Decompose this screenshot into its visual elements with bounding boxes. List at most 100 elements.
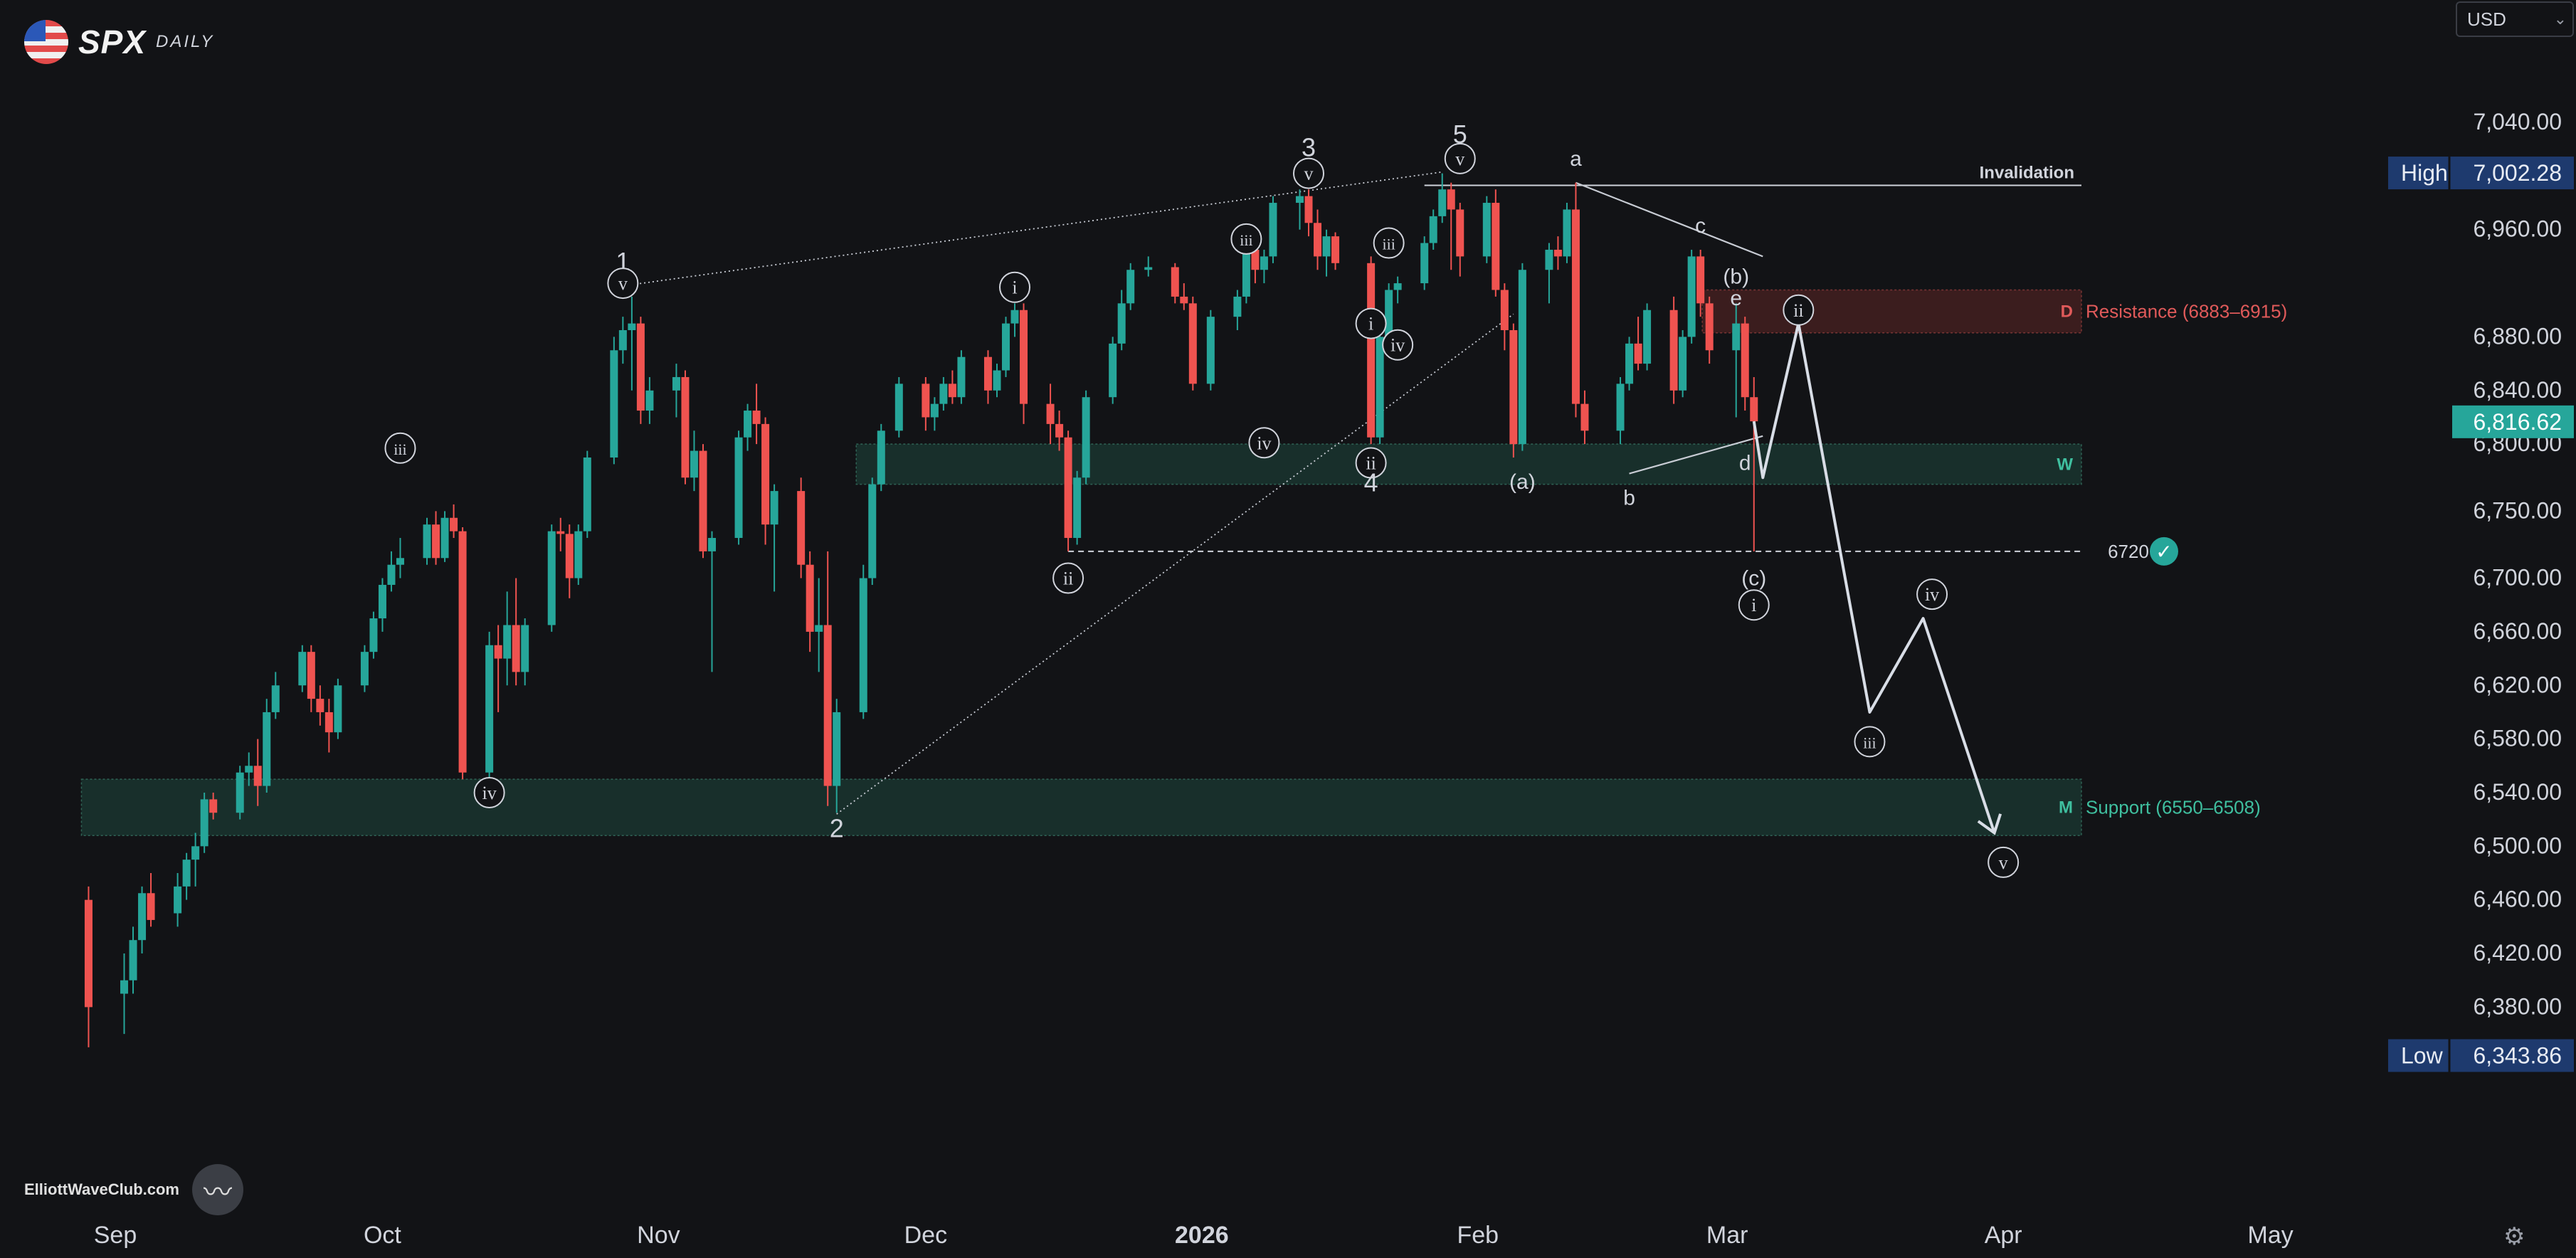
candle-body <box>512 625 520 672</box>
wave-label: a <box>1570 147 1582 171</box>
candle-body <box>1456 209 1464 257</box>
wave-label: v <box>618 273 628 294</box>
candle-body <box>138 893 147 941</box>
high-price-box <box>2388 157 2574 190</box>
candle-body <box>1188 303 1197 384</box>
y-tick-label: 6,620.00 <box>2473 672 2562 697</box>
x-tick-label: Feb <box>1457 1222 1499 1249</box>
candle-body <box>681 376 690 478</box>
candle-body <box>930 403 939 418</box>
candle-body <box>1010 310 1019 324</box>
candle-body <box>1180 296 1188 304</box>
candle-body <box>1438 189 1447 216</box>
candle-body <box>1625 343 1634 384</box>
candle-body <box>690 450 698 478</box>
candle-body <box>236 772 244 813</box>
candle-body <box>1126 270 1135 304</box>
candle-body <box>1563 209 1571 257</box>
wave-label-circle <box>1230 223 1262 255</box>
candle-body <box>583 457 591 532</box>
candle-body <box>360 652 369 686</box>
candle-body <box>1055 423 1064 438</box>
candle-body <box>120 980 129 994</box>
candle-body <box>432 524 440 559</box>
candle-body <box>547 531 556 625</box>
wave-label-circle <box>1738 589 1770 621</box>
wave-label: iv <box>1390 335 1405 356</box>
candle-body <box>378 584 386 619</box>
currency-label: USD <box>2467 9 2506 30</box>
candle-body <box>877 430 885 485</box>
candle-body <box>993 370 1001 391</box>
low-price-label: Low <box>2401 1042 2444 1068</box>
wave-label-circle <box>1854 726 1886 758</box>
candle-body <box>797 491 806 565</box>
settings-gear-icon[interactable]: ⚙ <box>2503 1223 2525 1250</box>
candle-body <box>245 766 253 773</box>
wave-label-circle <box>1248 427 1280 459</box>
wave-label-circle <box>1293 157 1325 189</box>
candle-body <box>84 899 93 1008</box>
wave-label: iii <box>1382 236 1395 253</box>
y-tick-label: 6,420.00 <box>2473 940 2562 966</box>
candle-body <box>253 766 262 786</box>
y-tick-label: 6,460.00 <box>2473 887 2562 912</box>
zone-2 <box>80 778 2082 836</box>
candle-body <box>298 652 307 686</box>
y-tick-label: 7,040.00 <box>2473 109 2562 134</box>
y-tick-label: 6,880.00 <box>2473 323 2562 349</box>
currency-select[interactable]: USD ⌄ <box>2456 1 2574 37</box>
zone-label-0: Resistance (6883–6915) <box>2086 301 2287 322</box>
trendline-1 <box>836 313 1514 815</box>
candle-body <box>1482 203 1491 257</box>
candle-body <box>752 411 761 424</box>
wave-label-circle <box>1783 294 1815 326</box>
y-tick-label: 6,660.00 <box>2473 618 2562 644</box>
candle-body <box>1367 263 1376 438</box>
check-badge-icon <box>2150 536 2178 566</box>
low-price-box <box>2388 1039 2574 1072</box>
candle-body <box>1634 343 1642 364</box>
candle-body <box>1073 477 1082 539</box>
wave-label: v <box>1455 149 1464 169</box>
high-price-label: High <box>2401 160 2448 186</box>
wave-label: c <box>1695 214 1706 238</box>
candle-body <box>1616 384 1625 431</box>
candle-body <box>200 799 208 847</box>
x-tick-label: Apr <box>1985 1222 2022 1249</box>
projection-path <box>1752 322 1996 834</box>
candle-body <box>1545 249 1553 270</box>
y-tick-label: 6,540.00 <box>2473 779 2562 805</box>
candle-body <box>1046 403 1055 424</box>
candle-body <box>806 564 814 632</box>
wave-label: iii <box>1240 231 1252 249</box>
wave-label: 4 <box>1364 468 1378 497</box>
x-tick-label: May <box>2248 1222 2293 1249</box>
candle-body <box>174 886 182 914</box>
candle-body <box>983 356 992 391</box>
candle-body <box>1206 317 1215 384</box>
candle-body <box>1500 290 1509 331</box>
candle-body <box>209 799 218 813</box>
wave-label-circle <box>473 776 505 808</box>
wave-label: iv <box>1257 433 1271 453</box>
high-price-value: 7,002.28 <box>2473 160 2562 186</box>
wave-label: (b) <box>1723 265 1749 289</box>
candle-body <box>1269 203 1277 257</box>
candle-body <box>450 517 458 532</box>
candle-body <box>636 323 645 411</box>
candle-body <box>628 323 636 331</box>
candle-body <box>1509 330 1518 445</box>
candle-body <box>823 625 832 786</box>
last-price-value: 6,816.62 <box>2473 409 2562 435</box>
candle-body <box>1064 437 1072 539</box>
projection-arrowhead <box>1977 813 2002 835</box>
candle-body <box>939 384 948 404</box>
candle-body <box>1518 270 1526 445</box>
candle-body <box>815 625 823 632</box>
candle-body <box>263 712 271 786</box>
candle-body <box>324 712 333 733</box>
candle-body <box>316 699 324 712</box>
candle-body <box>1144 267 1153 270</box>
